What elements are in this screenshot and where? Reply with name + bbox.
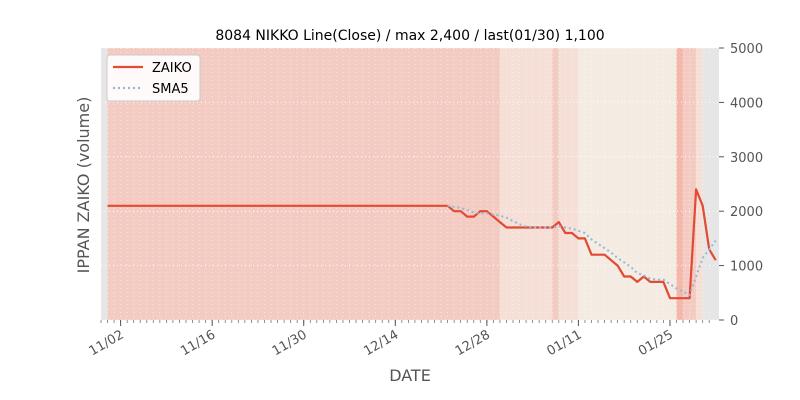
x-axis-label: DATE xyxy=(389,366,431,385)
background-band-9 xyxy=(702,48,710,320)
y-axis-label: IPPAN ZAIKO (volume) xyxy=(74,97,93,274)
background-bands xyxy=(101,48,719,320)
x-tick-label-4: 12/28 xyxy=(453,327,493,359)
series-layer xyxy=(107,188,717,300)
background-band-6 xyxy=(676,48,684,320)
y-tick-label-2: 2000 xyxy=(730,205,763,220)
background-band-8 xyxy=(696,48,703,320)
grid xyxy=(100,47,719,321)
background-band-4 xyxy=(558,48,579,320)
legend-label-zaiko: ZAIKO xyxy=(152,61,192,76)
legend: ZAIKO SMA5 xyxy=(106,54,201,102)
x-tick-label-3: 12/14 xyxy=(361,327,401,359)
chart-title: 8084 NIKKO Line(Close) / max 2,400 / las… xyxy=(215,28,604,44)
legend-label-sma5: SMA5 xyxy=(152,82,189,97)
series-line-sma5 xyxy=(447,204,717,296)
y-tick-label-5: 5000 xyxy=(730,42,763,57)
y-tick-label-0: 0 xyxy=(730,314,738,329)
x-axis: 11/02 11/16 11/30 12/14 12/28 01/11 01/25 xyxy=(87,320,710,359)
background-band-3 xyxy=(552,48,559,320)
x-tick-label-0: 11/02 xyxy=(87,327,127,359)
x-tick-label-5: 01/11 xyxy=(544,327,584,359)
y-tick-label-3: 3000 xyxy=(730,151,763,166)
y-tick-label-1: 1000 xyxy=(730,260,763,275)
background-band-5 xyxy=(578,48,677,320)
y-tick-label-4: 4000 xyxy=(730,96,763,111)
background-band-0 xyxy=(101,48,108,320)
x-tick-label-2: 11/30 xyxy=(270,327,310,359)
y-axis: 0 1000 2000 3000 4000 5000 xyxy=(719,42,763,329)
series-line-zaiko xyxy=(107,188,717,300)
x-tick-label-1: 11/16 xyxy=(178,327,218,359)
x-tick-label-6: 01/25 xyxy=(636,327,676,359)
